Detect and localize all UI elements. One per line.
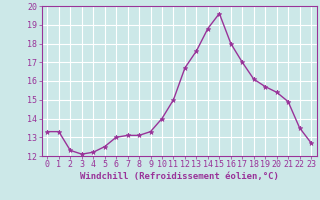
X-axis label: Windchill (Refroidissement éolien,°C): Windchill (Refroidissement éolien,°C) [80, 172, 279, 181]
